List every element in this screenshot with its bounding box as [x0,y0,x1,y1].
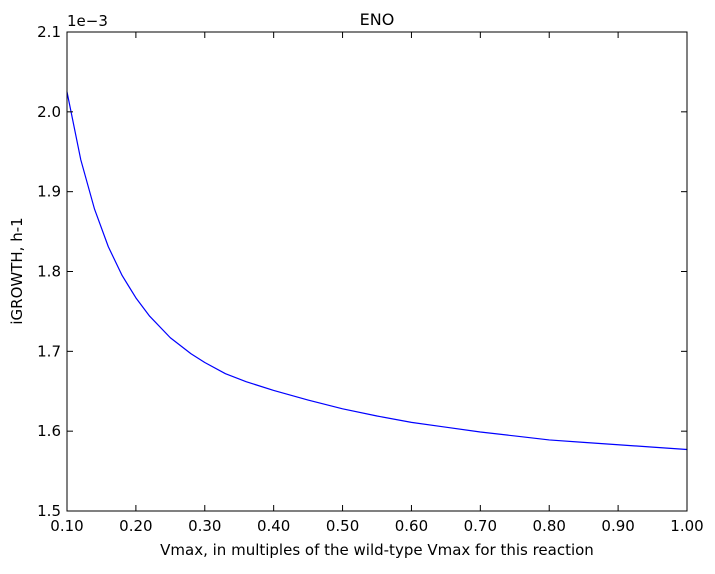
y-offset-label: 1e−3 [67,12,108,30]
x-tick-label: 0.80 [533,517,566,535]
x-tick-label: 1.00 [670,517,703,535]
x-tick-label: 0.50 [326,517,359,535]
x-tick-label: 0.90 [601,517,634,535]
y-tick-label: 2.1 [37,23,61,41]
chart-title: ENO [360,10,395,29]
x-tick-label: 0.60 [395,517,428,535]
y-tick-label: 1.9 [37,183,61,201]
y-tick-label: 1.5 [37,502,61,520]
x-tick-label: 0.10 [50,517,83,535]
plot-frame [66,31,688,512]
y-tick-label: 1.6 [37,422,61,440]
y-tick-label: 2.0 [37,103,61,121]
tick-labels-layer: 0.10 0.20 0.30 0.40 0.50 0.60 0.70 0.80 0.90 1.00… [37,23,704,535]
x-tick-label: 0.20 [119,517,152,535]
series-layer [66,91,688,451]
y-tick-label: 1.8 [37,263,61,281]
y-axis-label: iGROWTH, h-1 [8,217,26,324]
series-line [66,91,688,451]
y-tick-label: 1.7 [37,342,61,360]
x-tick-label: 0.70 [464,517,497,535]
x-axis-label: Vmax, in multiples of the wild-type Vmax… [160,541,594,559]
x-tick-label: 0.30 [188,517,221,535]
x-tick-label: 0.40 [257,517,290,535]
